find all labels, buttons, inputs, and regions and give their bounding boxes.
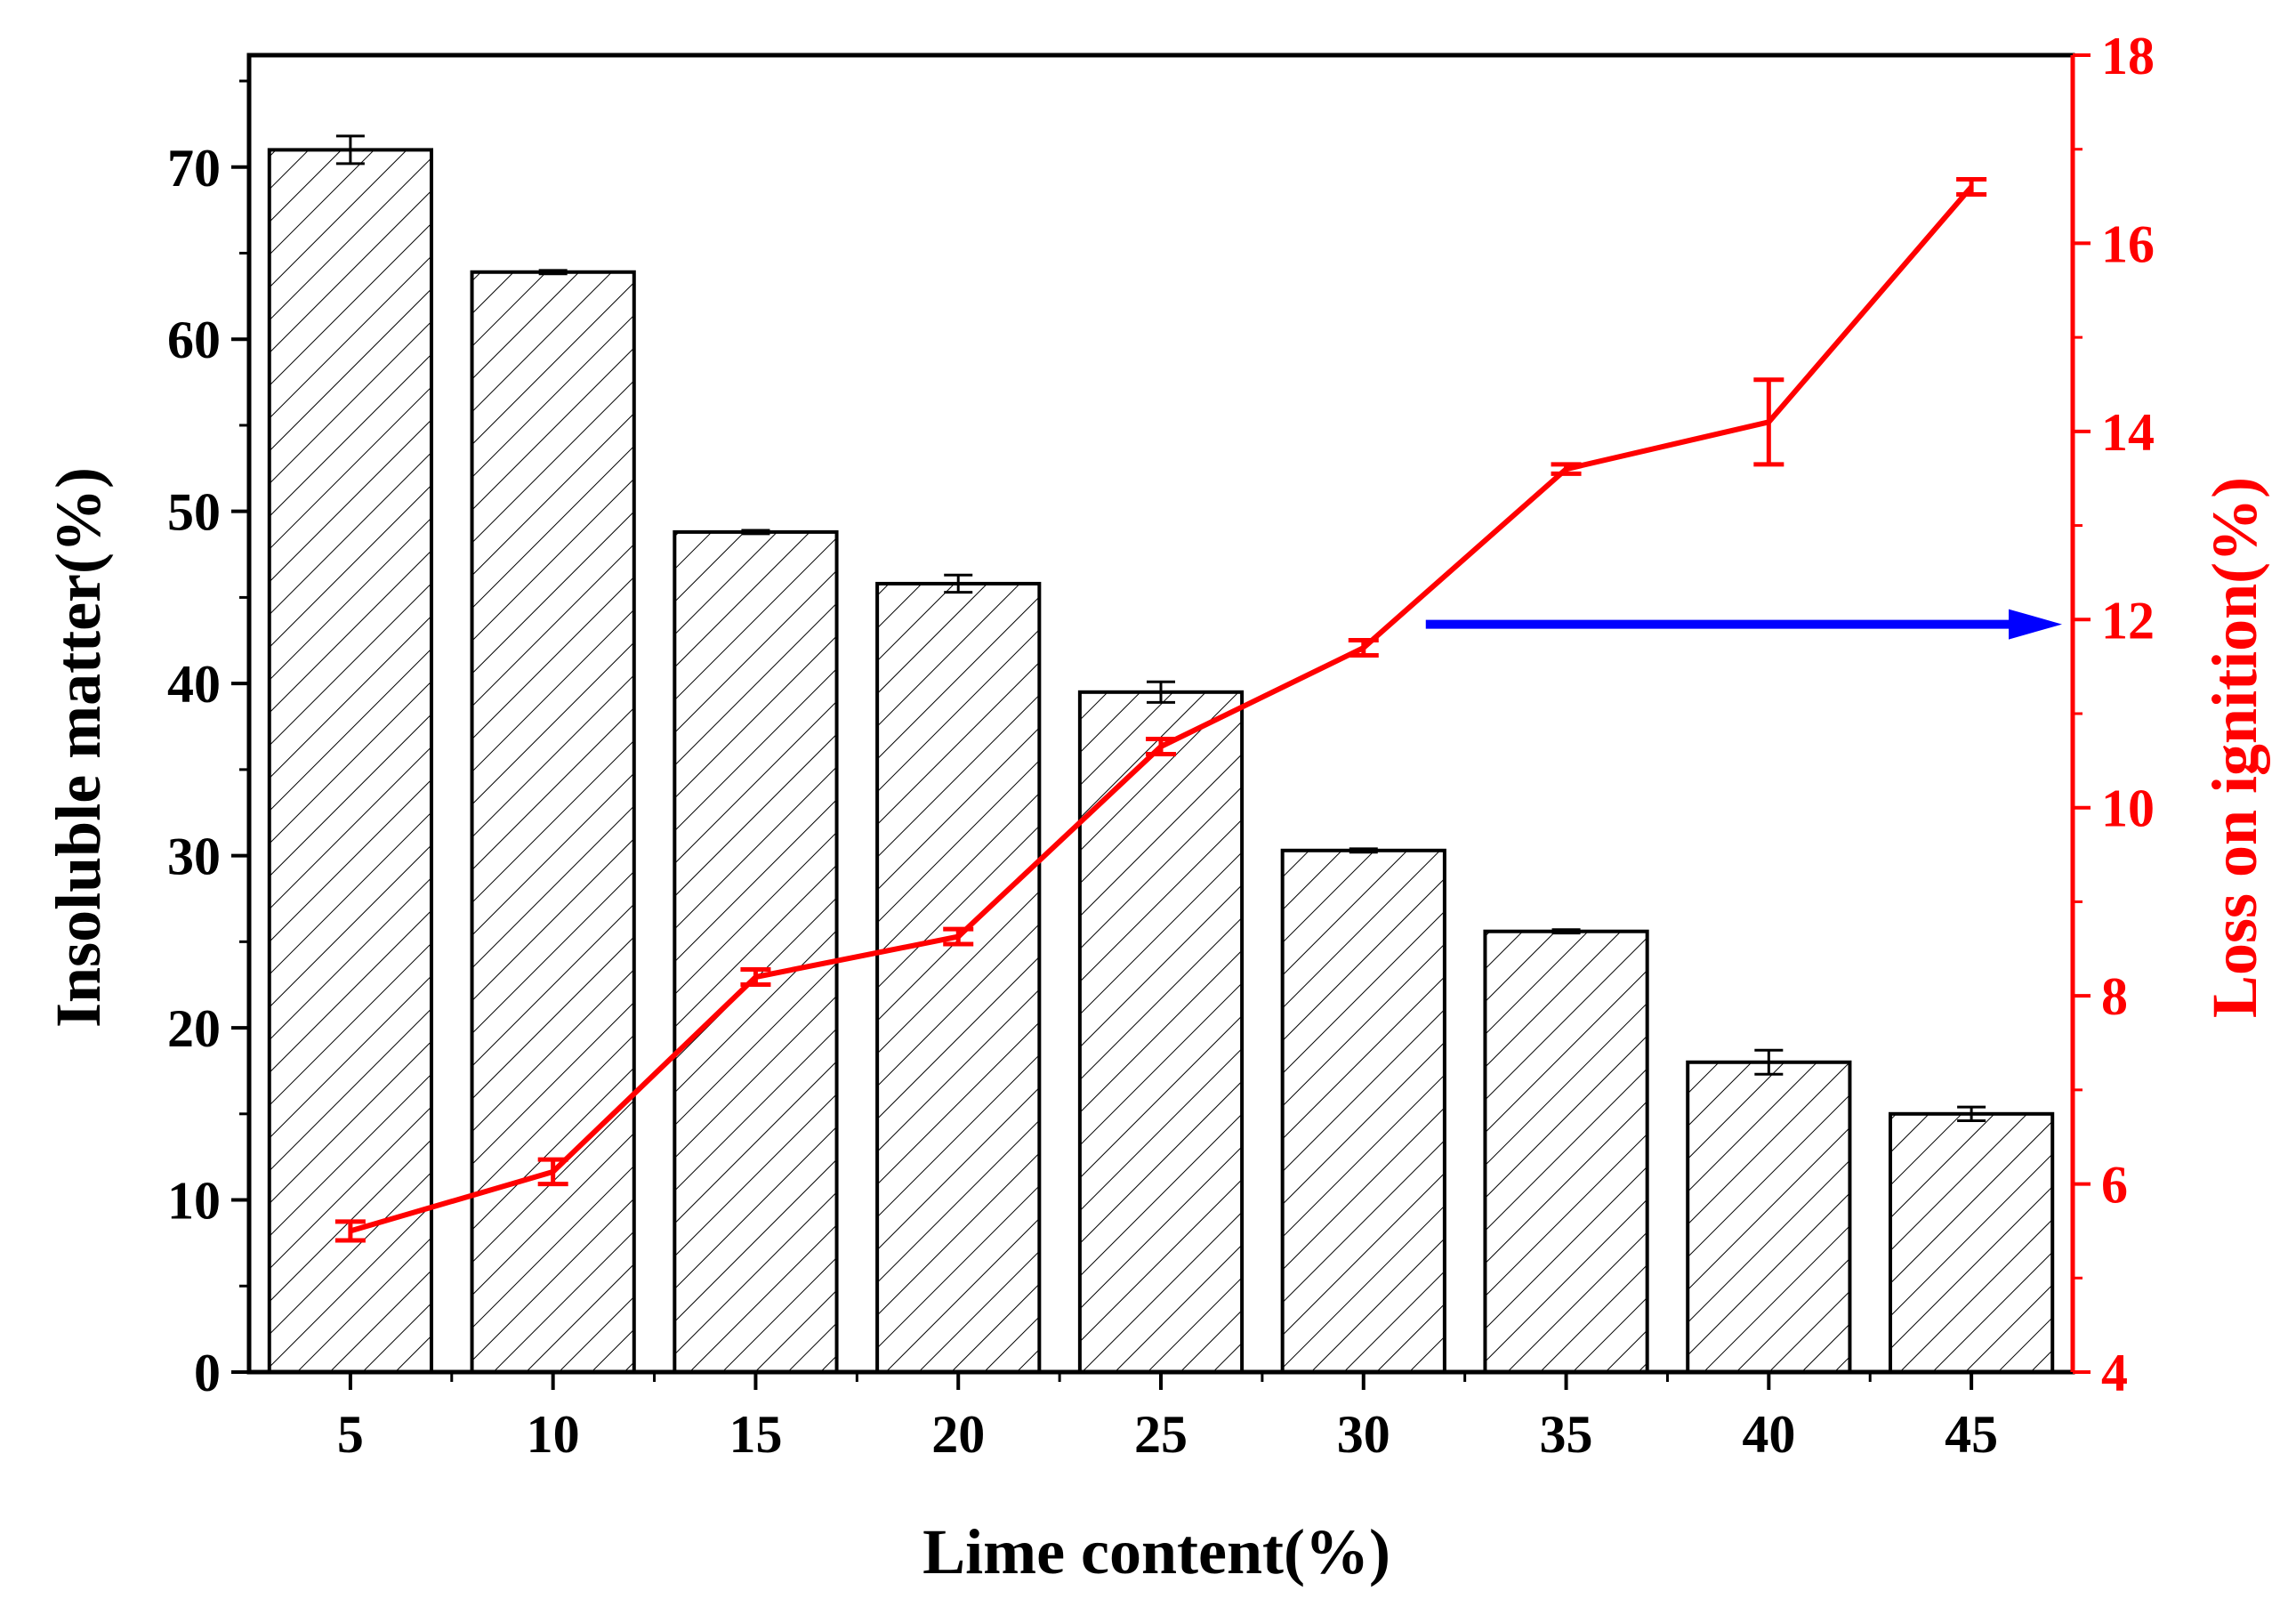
x-axis-title: Lime content(%) <box>922 1516 1390 1587</box>
x-tick-label-30: 30 <box>1337 1405 1390 1464</box>
y-tick-label-60: 60 <box>167 311 221 369</box>
x-tick-label-15: 15 <box>729 1405 782 1464</box>
arrow-head <box>2009 609 2062 640</box>
x-tick-label-20: 20 <box>931 1405 985 1464</box>
y2-tick-label-16: 16 <box>2101 214 2155 273</box>
x-tick-label-5: 5 <box>337 1405 364 1464</box>
y2-tick-label-10: 10 <box>2101 779 2155 838</box>
bar-5 <box>267 148 433 1374</box>
y2-tick-label-12: 12 <box>2101 591 2155 650</box>
axis-labels: Lime content(%) Insoluble matter(%) Loss… <box>43 467 2270 1587</box>
y2-tick-label-18: 18 <box>2101 27 2155 85</box>
loss-on-ignition-series <box>334 177 1987 1243</box>
bar-30 <box>1280 848 1446 1374</box>
y-tick-label-10: 10 <box>167 1172 221 1231</box>
bar-25 <box>1077 690 1245 1374</box>
bar-10 <box>470 270 636 1375</box>
x-tick-label-10: 10 <box>527 1405 580 1464</box>
y2-tick-label-14: 14 <box>2101 403 2155 462</box>
y2-tick-label-8: 8 <box>2101 967 2128 1026</box>
axes: 0 10 20 30 40 50 60 70 4 6 8 10 12 14 16 18 5 10 15 20 25 30 3… <box>167 27 2155 1464</box>
x-tick-label-25: 25 <box>1134 1405 1188 1464</box>
bar-35 <box>1483 929 1649 1375</box>
y-tick-label-40: 40 <box>167 655 221 714</box>
bar-15 <box>673 529 839 1374</box>
y2-tick-label-4: 4 <box>2101 1344 2128 1402</box>
bar-20 <box>875 581 1042 1374</box>
x-tick-label-35: 35 <box>1540 1405 1593 1464</box>
y-tick-label-30: 30 <box>167 828 221 886</box>
y-tick-label-0: 0 <box>194 1344 221 1402</box>
y-tick-label-50: 50 <box>167 483 221 542</box>
bar-45 <box>1889 1111 2055 1375</box>
y2-axis-title: Loss on ignition(%) <box>2199 477 2270 1018</box>
y-tick-label-70: 70 <box>167 139 221 198</box>
bar-40 <box>1686 1060 1852 1374</box>
y2-tick-label-6: 6 <box>2101 1156 2128 1215</box>
x-tick-label-45: 45 <box>1945 1405 1998 1464</box>
y-axis-title: Insoluble matter(%) <box>43 467 114 1028</box>
y-tick-label-20: 20 <box>167 999 221 1058</box>
x-tick-label-40: 40 <box>1742 1405 1795 1464</box>
